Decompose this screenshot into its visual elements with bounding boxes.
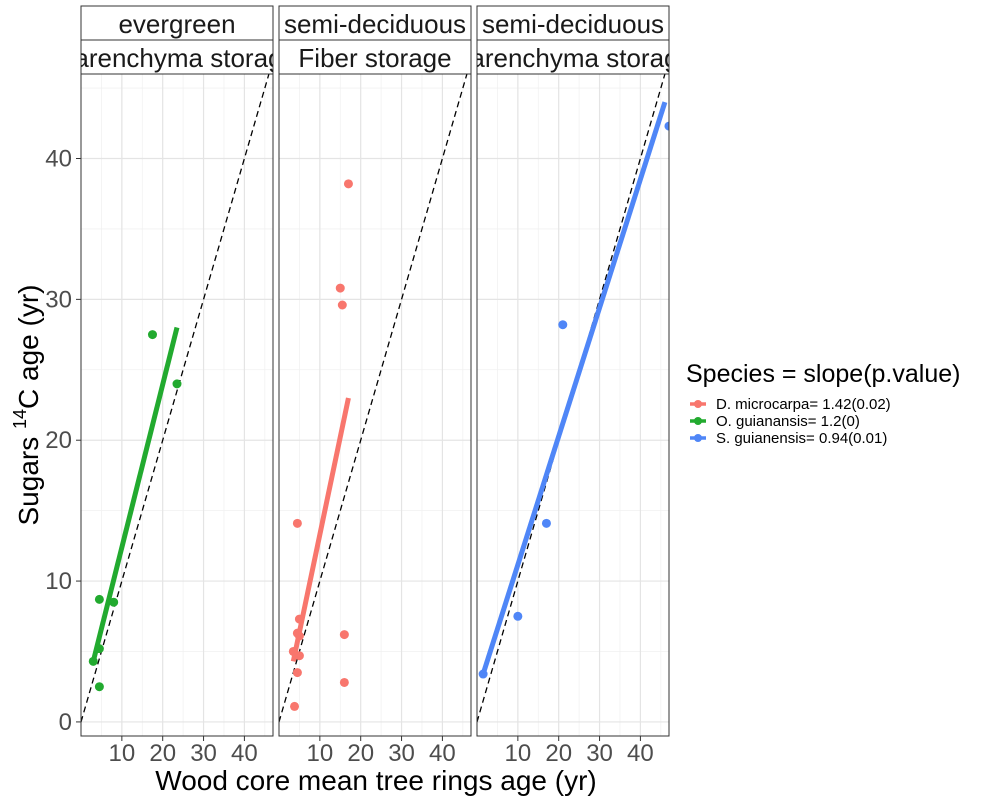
data-point [172,379,182,389]
x-axis-title: Wood core mean tree rings age (yr) [155,765,596,796]
data-point [294,614,304,624]
panel-border [278,73,472,737]
strip-bottom-box [278,39,472,75]
data-point [94,682,104,692]
y-axis-title-superscript: 14 [10,409,30,429]
x-tick-label: 20 [545,740,572,767]
data-point [339,630,349,640]
x-tick-label: 10 [108,740,135,767]
data-point [478,669,488,679]
x-tick-label: 10 [306,740,333,767]
x-tick-label: 30 [586,740,613,767]
panel-border [80,73,274,737]
strip-top-box [278,5,472,41]
y-tick-label: 20 [45,427,72,454]
strip-top-label: semi-deciduous [482,9,664,39]
data-point [292,668,302,678]
legend-entry: D. microcarpa= 1.42(0.02) [690,396,891,413]
data-point [513,611,523,621]
data-point [558,320,568,330]
y-axis-title-rest: C age (yr) [13,285,44,409]
x-tick-label: 40 [627,740,654,767]
strip-bottom-label: Parenchyma storage [453,43,693,73]
x-tick-label: 20 [347,740,374,767]
facet-panel: semi-deciduous Fiber storage 10 20 30 40 [278,5,472,767]
x-tick-label: 30 [190,740,217,767]
legend-key-point [694,400,702,408]
panel-plot-area [81,74,270,723]
legend-label: O. guianansis= 1.2(0) [716,413,860,430]
strip-bottom-label: Parenchyma storage [57,43,297,73]
one-to-one-reference-line [81,74,270,723]
strip-bottom-label: Fiber storage [298,43,451,73]
data-point [292,518,302,528]
x-tick-label: 40 [231,740,258,767]
panel-plot-area [477,74,669,723]
strip-top-label: semi-deciduous [284,9,466,39]
data-point [294,651,304,661]
legend-entry: S. guianensis= 0.94(0.01) [690,430,887,447]
data-point [94,644,104,654]
y-axis: 0 10 20 30 40 [45,146,81,736]
data-point [343,179,353,189]
data-point [335,283,345,293]
data-point [337,300,347,310]
data-point [147,330,157,340]
regression-line [90,326,180,662]
y-tick-label: 40 [45,146,72,173]
legend-entry: O. guianansis= 1.2(0) [690,413,860,430]
strip-top-label: evergreen [118,9,235,39]
facet-panel: semi-deciduous Parenchyma storage 10 20 30 40 [453,5,693,767]
legend-key-point [694,417,702,425]
panel-plot-area [279,74,468,723]
panel-background [81,74,273,736]
strip-bottom-box [80,39,274,75]
legend-label: S. guianensis= 0.94(0.01) [716,430,887,447]
one-to-one-reference-line [279,74,468,723]
facet-panel: evergreen Parenchyma storage 10 20 30 40 [57,5,297,767]
x-tick-label: 10 [504,740,531,767]
panel-background [279,74,471,736]
legend-key-point [694,434,702,442]
legend-title: Species = slope(p.value) [686,360,960,388]
strip-bottom-box [476,39,670,75]
data-point [664,121,669,131]
data-point [339,677,349,687]
x-tick-label: 30 [388,740,415,767]
regression-line [480,101,668,675]
y-axis-title-main: Sugars [13,429,44,526]
data-point [94,594,104,604]
y-tick-label: 30 [45,286,72,313]
x-tick-label: 20 [149,740,176,767]
y-tick-label: 0 [59,709,72,736]
x-tick-label: 40 [429,740,456,767]
data-point [290,701,300,711]
data-point [541,518,551,528]
y-axis-title: Sugars 14C age (yr) [10,285,44,526]
data-point [294,631,304,641]
legend-label: D. microcarpa= 1.42(0.02) [716,396,891,413]
legend: Species = slope(p.value) D. microcarpa= … [686,360,960,447]
y-tick-label: 10 [45,568,72,595]
data-point [109,597,119,607]
panel-border [476,73,670,737]
data-point [88,656,98,666]
strip-top-box [476,5,670,41]
strip-top-box [80,5,274,41]
